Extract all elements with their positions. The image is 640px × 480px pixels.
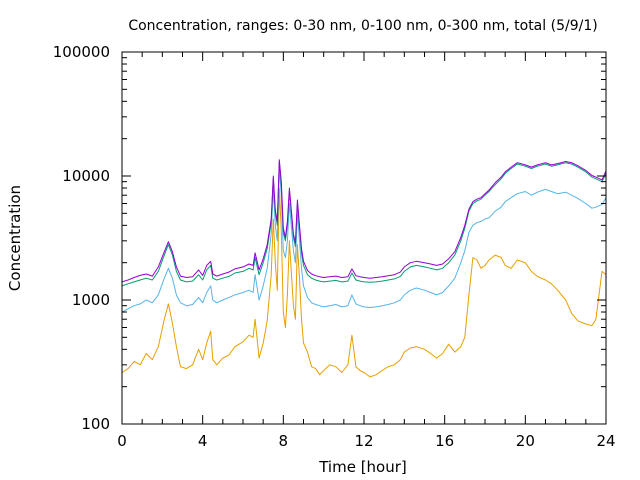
y-tick-label: 100000 <box>53 43 110 61</box>
series-line-3 <box>121 161 607 287</box>
series-line-2 <box>121 165 607 313</box>
x-tick-label: 20 <box>516 432 535 450</box>
y-tick-label: 100 <box>81 415 110 433</box>
x-tick-label: 24 <box>596 432 615 450</box>
series-layer <box>121 159 607 378</box>
y-tick-label: 1000 <box>72 291 110 309</box>
y-tick-label: 10000 <box>62 167 110 185</box>
x-tick-label: 8 <box>279 432 289 450</box>
plot-frame <box>121 51 607 425</box>
x-tick-label: 4 <box>198 432 208 450</box>
x-axis-title: Time [hour] <box>318 458 407 476</box>
x-tick-label: 16 <box>435 432 454 450</box>
series-line-1 <box>121 187 607 378</box>
x-tick-label: 0 <box>117 432 127 450</box>
chart-title: Concentration, ranges: 0-30 nm, 0-100 nm… <box>128 18 597 34</box>
y-axis-title: Concentration <box>6 185 24 291</box>
series-line-4 <box>121 159 607 283</box>
tick-layer: 0 4 8 12 16 20 24 100 1000 10000 100000 <box>53 43 616 450</box>
x-tick-label: 12 <box>354 432 373 450</box>
